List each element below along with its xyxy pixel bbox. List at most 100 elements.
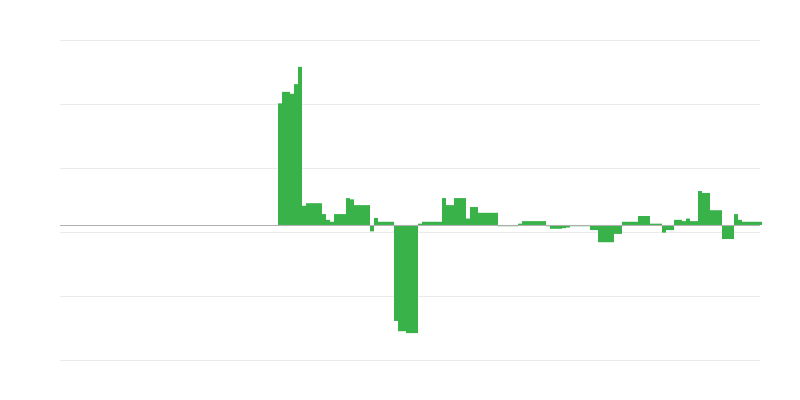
bar (322, 214, 326, 225)
bar (678, 219, 682, 225)
bar (618, 224, 622, 234)
bar (494, 212, 498, 225)
bar (302, 205, 306, 225)
bar (662, 224, 666, 233)
bar (518, 223, 522, 225)
bar (750, 221, 754, 225)
bar (350, 199, 354, 225)
bar (646, 216, 650, 225)
bar (642, 216, 646, 225)
bar (734, 214, 738, 225)
bar (602, 224, 606, 243)
bar (630, 221, 634, 225)
bar (674, 219, 678, 225)
bar (758, 221, 762, 225)
bar (282, 91, 286, 225)
bar (554, 224, 558, 229)
bar (346, 198, 350, 225)
bar (358, 205, 362, 225)
bar (694, 221, 698, 225)
bar (454, 198, 458, 225)
bar (542, 221, 546, 225)
bar (286, 91, 290, 225)
bar (382, 221, 386, 225)
bar (366, 205, 370, 225)
bar (658, 223, 662, 225)
bar (410, 224, 414, 334)
bar (754, 221, 758, 225)
bar (470, 207, 474, 225)
bar (434, 221, 438, 225)
bar (598, 224, 602, 243)
bar (474, 207, 478, 225)
bar (430, 221, 434, 225)
bar (482, 212, 486, 225)
bar (386, 221, 390, 225)
bar (530, 221, 534, 225)
bar (730, 224, 734, 240)
bar (318, 203, 322, 225)
bars (278, 66, 762, 334)
bar (566, 224, 570, 228)
bar (526, 221, 530, 225)
bar (438, 221, 442, 225)
bar (466, 218, 470, 225)
bar (742, 221, 746, 225)
bar (406, 224, 410, 334)
bar (326, 219, 330, 225)
bar (394, 224, 398, 321)
bar (738, 219, 742, 225)
bar (450, 205, 454, 225)
bar (354, 205, 358, 225)
bar (702, 192, 706, 225)
bar (562, 224, 566, 229)
bar (330, 221, 334, 225)
bar (522, 221, 526, 225)
bar (550, 224, 554, 229)
bar (638, 216, 642, 225)
bar (398, 224, 402, 332)
bar (374, 217, 378, 225)
bar (654, 223, 658, 225)
bar (710, 210, 714, 225)
bar (670, 224, 674, 231)
bar (690, 221, 694, 225)
bar (418, 223, 422, 225)
bar (334, 214, 338, 225)
bar (718, 210, 722, 225)
bar (278, 103, 282, 225)
bar (446, 205, 450, 225)
bar (622, 221, 626, 225)
bar (422, 221, 426, 225)
bar (390, 221, 394, 225)
bar (626, 221, 630, 225)
bar (298, 66, 302, 225)
bar (342, 214, 346, 225)
bar (594, 224, 598, 231)
bar (442, 198, 446, 225)
bar (294, 84, 298, 225)
bar (686, 218, 690, 225)
bar (610, 224, 614, 243)
bar (634, 221, 638, 225)
bar (486, 212, 490, 225)
bar (490, 212, 494, 225)
bar (698, 191, 702, 225)
bar (458, 198, 462, 225)
bar (306, 203, 310, 225)
bar (378, 221, 382, 225)
bar (314, 203, 318, 225)
bar (462, 198, 466, 225)
bar (310, 203, 314, 225)
bar (606, 224, 610, 243)
bar (362, 205, 366, 225)
bar (650, 223, 654, 225)
bar (414, 224, 418, 334)
bar (682, 221, 686, 225)
bar (706, 192, 710, 225)
bar (726, 224, 730, 240)
bar (614, 224, 618, 234)
bar (426, 221, 430, 225)
bar (290, 93, 294, 225)
